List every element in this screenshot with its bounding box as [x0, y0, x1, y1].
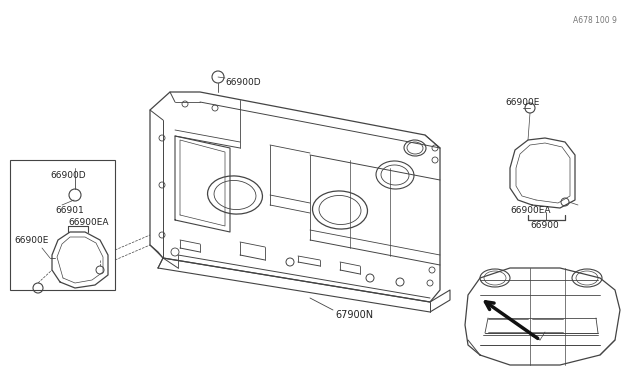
Text: 66900EA: 66900EA	[68, 218, 109, 227]
Text: 66900D: 66900D	[50, 170, 86, 180]
Text: 66900E: 66900E	[14, 235, 49, 244]
Text: A678 100 9: A678 100 9	[573, 16, 617, 25]
Text: 66900: 66900	[530, 221, 559, 230]
Text: 66901: 66901	[55, 205, 84, 215]
Text: 66900EA: 66900EA	[510, 205, 550, 215]
Text: 66900E: 66900E	[505, 97, 540, 106]
Bar	[10, 160, 115, 290]
Text: 66900D: 66900D	[225, 77, 260, 87]
Text: 67900N: 67900N	[335, 310, 373, 320]
